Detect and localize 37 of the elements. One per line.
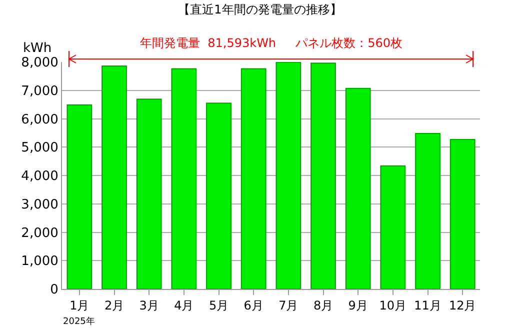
x-tick-label: 8月 — [313, 298, 334, 312]
y-tick-label: 0 — [50, 282, 58, 298]
text: 年間発電量 81,593kWh パネル枚数：560枚 — [140, 36, 403, 50]
bar — [66, 104, 92, 289]
bar — [345, 88, 371, 289]
bar — [102, 65, 127, 289]
x-tick-label: 5月 — [208, 298, 229, 312]
y-tick-label: 5,000 — [21, 140, 58, 156]
y-tick-label: 4,000 — [21, 169, 58, 184]
bar — [136, 98, 162, 289]
chart-title: 【直近1年間の発電量の推移】 — [178, 2, 342, 16]
bar — [415, 133, 440, 289]
x-tick-label: 2月 — [104, 298, 124, 312]
x-tick-label: 6月 — [244, 298, 264, 312]
bar — [171, 68, 197, 289]
y-tick-label: 8,000 — [21, 56, 58, 71]
y-axis-title: kWh — [23, 41, 52, 56]
x-tick-label: 7月 — [278, 298, 298, 312]
bar — [206, 102, 232, 289]
bar — [450, 138, 476, 289]
x-tick-label: 3月 — [139, 298, 159, 312]
bar — [310, 62, 336, 289]
x-tick-label: 4月 — [174, 298, 194, 312]
bar — [240, 68, 266, 289]
y-tick-label: 1,000 — [21, 254, 58, 270]
x-tick-label: 12月 — [448, 298, 476, 312]
x-tick-label: 11月 — [414, 298, 442, 312]
x-tick-label: 1月 — [70, 298, 90, 312]
y-tick-label: 2,000 — [21, 226, 58, 241]
y-tick-label: 6,000 — [21, 112, 58, 128]
y-tick-label: 3,000 — [21, 197, 58, 212]
y-tick-label: 7,000 — [21, 84, 58, 99]
x-tick-label: 10月 — [379, 298, 407, 312]
x-tick-label: 9月 — [348, 298, 368, 312]
bar — [380, 165, 406, 289]
text: 2025年 — [63, 316, 95, 327]
bar — [276, 62, 302, 289]
